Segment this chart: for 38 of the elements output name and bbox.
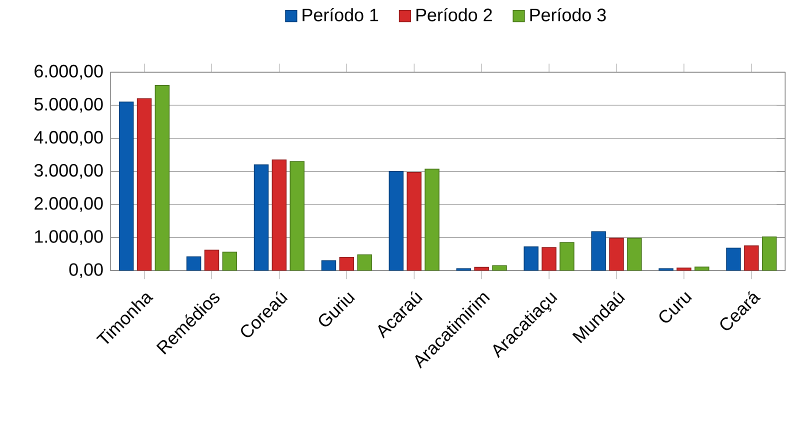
bar [560,242,574,270]
bar [627,238,642,270]
bar [524,246,538,270]
bar [222,252,238,270]
bar [254,164,269,270]
legend-label: Período 2 [416,8,492,22]
y-tick-label: 4.000,00 [34,130,103,146]
bar [744,245,759,270]
y-tick-label: 2.000,00 [34,196,103,212]
bar [154,84,170,270]
bar [424,168,440,270]
bar [591,231,606,270]
y-tick-label: 3.000,00 [34,164,103,179]
bar [204,250,220,270]
bar [118,101,134,270]
bar [492,265,507,270]
bar [321,260,336,270]
bar [339,256,354,270]
y-tick-label: 1.000,00 [35,230,103,245]
bar [272,159,287,270]
bar [542,246,556,270]
bar [406,172,422,270]
bar [136,98,152,270]
legend-label: Período 1 [302,8,378,22]
bar [186,256,202,270]
bar [290,160,305,270]
legend-label: Período 3 [530,8,606,22]
bar [726,248,741,270]
bar [676,267,692,270]
bar [694,266,710,270]
y-tick-label: 5.000,00 [34,98,103,112]
bar [762,236,777,270]
bar [388,170,404,270]
bar [474,266,489,270]
y-tick-label: 0,00 [69,263,103,278]
bar [357,254,372,270]
y-tick-label: 6.000,00 [34,64,103,80]
bar [609,238,624,270]
